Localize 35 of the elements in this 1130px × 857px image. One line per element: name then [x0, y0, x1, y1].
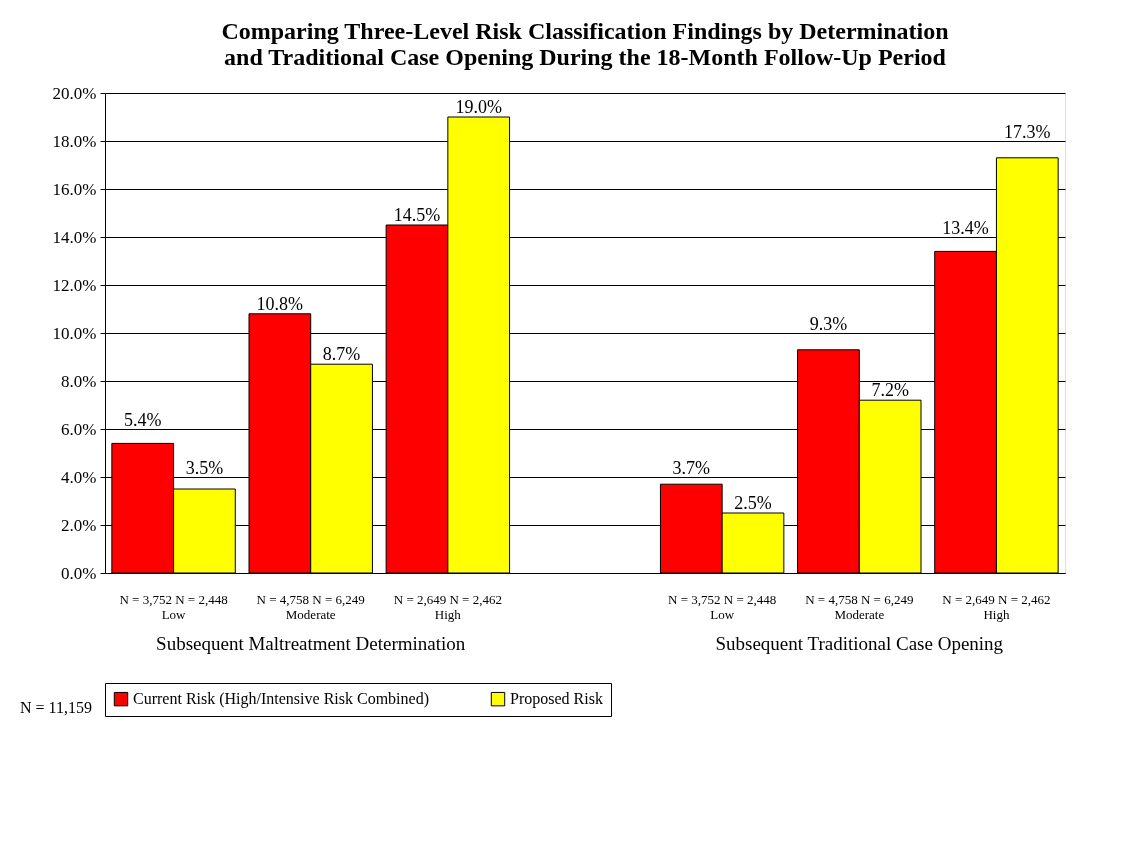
y-tick-label: 0.0%	[61, 563, 97, 583]
data-label: 14.5%	[393, 205, 441, 225]
y-tick-label: 20.0%	[52, 83, 97, 103]
y-tick-label: 12.0%	[52, 275, 97, 295]
y-tick-label: 10.0%	[52, 323, 97, 343]
data-label: 17.3%	[1004, 121, 1051, 142]
data-label: 10.8%	[256, 293, 304, 314]
chart-title: Comparing Three-Level Risk Classification Findings by Determination and Traditional Case Opening During the 18-Month Follow-Up Period	[221, 18, 949, 70]
data-label: 2.5%	[734, 493, 772, 513]
x-tick-label: N = 4,758 N = 6,249 Moderate	[256, 591, 365, 622]
data-label: 9.3%	[809, 313, 848, 334]
legend-label: Proposed Risk	[510, 690, 603, 709]
data-label: 7.2%	[871, 380, 909, 401]
y-tick-label: 6.0%	[61, 419, 97, 439]
data-label: 13.4%	[942, 217, 989, 238]
y-tick-label: 18.0%	[52, 131, 97, 151]
y-tick-label: 8.0%	[61, 371, 97, 391]
data-label: 3.7%	[672, 457, 711, 478]
x-tick-label: N = 2,649 N = 2,462 High	[393, 591, 502, 622]
text: Subsequent Traditional Case Opening	[715, 633, 1004, 654]
data-label: 3.5%	[185, 457, 224, 478]
data-label: 19.0%	[455, 97, 502, 117]
y-tick-label: 4.0%	[61, 467, 97, 487]
data-label: 8.7%	[322, 344, 361, 365]
x-tick-label: N = 3,752 N = 2,448 Low	[119, 591, 228, 622]
text: N = 11,159	[20, 699, 92, 716]
legend-label: Current Risk (High/Intensive Risk Combined)	[133, 690, 429, 709]
y-tick-label: 16.0%	[52, 179, 97, 199]
data-label: 5.4%	[123, 409, 162, 430]
x-tick-label: N = 2,649 N = 2,462 High	[942, 591, 1051, 622]
y-tick-label: 14.0%	[52, 227, 97, 247]
y-tick-label: 2.0%	[61, 515, 97, 535]
x-tick-label: N = 4,758 N = 6,249 Moderate	[805, 591, 914, 622]
text: Subsequent Maltreatment Determination	[156, 633, 466, 654]
x-tick-label: N = 3,752 N = 2,448 Low	[668, 591, 777, 622]
